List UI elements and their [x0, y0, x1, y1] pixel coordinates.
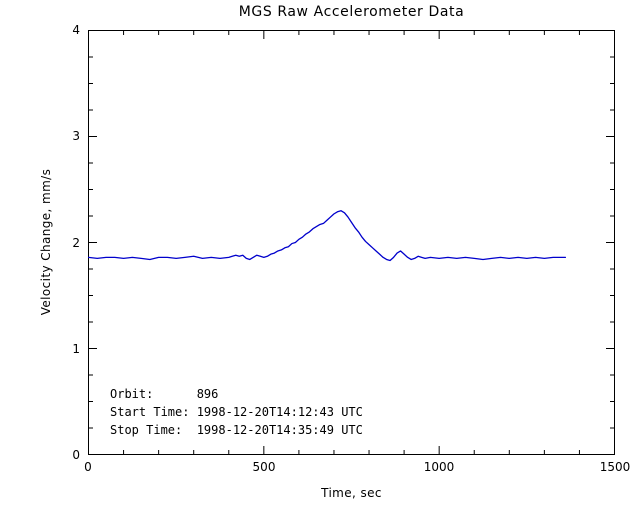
annotation-stop-time: Stop Time: 1998-12-20T14:35:49 UTC	[110, 423, 363, 437]
data-line	[88, 210, 567, 262]
annotation-orbit: Orbit: 896	[110, 387, 219, 401]
y-tick-label-4: 4	[72, 23, 80, 37]
y-tick-label-1: 1	[72, 342, 80, 356]
chart-title: MGS Raw Accelerometer Data	[238, 4, 465, 20]
y-axis-label: Velocity Change, mm/s	[39, 168, 53, 316]
plot-area	[88, 30, 615, 455]
plot-border	[88, 30, 615, 455]
y-tick-label-3: 3	[72, 129, 80, 143]
x-axis-label: Time, sec	[321, 486, 382, 500]
y-tick-label-0: 0	[72, 448, 80, 462]
x-tick-label-0: 0	[84, 460, 92, 474]
annotation-start-time: Start Time: 1998-12-20T14:12:43 UTC	[110, 405, 363, 419]
y-tick-label-2: 2	[72, 236, 80, 250]
x-tick-label-500: 500	[252, 460, 276, 474]
x-tick-label-1500: 1500	[599, 460, 631, 474]
x-tick-label-1000: 1000	[423, 460, 455, 474]
